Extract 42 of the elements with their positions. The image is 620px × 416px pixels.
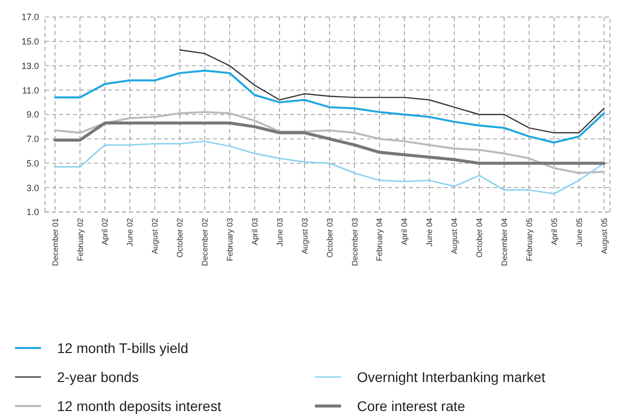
x-tick-label: February 02: [76, 217, 85, 262]
x-tick-label: October 03: [325, 217, 334, 258]
x-tick-label: August 04: [450, 217, 460, 254]
y-tick-label: 1.0: [26, 207, 39, 218]
x-tick-label: October 04: [475, 217, 484, 258]
x-tick-label: December 03: [350, 217, 360, 266]
x-tick-label: December 02: [200, 217, 210, 266]
x-tick-label: April 05: [550, 217, 559, 246]
x-tick-label: June 02: [126, 217, 135, 246]
y-tick-label: 13.0: [21, 60, 39, 71]
x-tick-label: October 02: [176, 217, 185, 258]
legend-label: 12 month T-bills yield: [57, 340, 188, 356]
x-tick-label: August 02: [150, 217, 160, 254]
y-tick-label: 17.0: [21, 12, 39, 22]
legend-label: 12 month deposits interest: [57, 398, 222, 414]
x-tick-label: April 02: [100, 217, 110, 246]
line-series: [54, 70, 605, 144]
legend-label: Overnight Interbanking market: [357, 368, 546, 385]
line-series: [54, 122, 606, 165]
x-tick-label: February 03: [225, 217, 234, 262]
legend-label: Core interest rate: [357, 398, 466, 414]
x-tick-label: December 01: [50, 217, 60, 266]
y-tick-label: 7.0: [26, 134, 39, 144]
y-tick-label: 11.0: [22, 85, 39, 96]
x-tick-label: February 05: [524, 217, 534, 262]
x-tick-label: August 03: [300, 217, 310, 254]
legend-label: 2-year bonds: [57, 368, 139, 385]
y-tick-label: 15.0: [21, 36, 39, 47]
y-tick-label: 5.0: [26, 158, 39, 168]
y-tick-label: 9.0: [26, 110, 39, 120]
x-tick-label: December 04: [500, 217, 509, 266]
x-tick-label: April 04: [400, 217, 410, 246]
x-tick-label: February 04: [375, 217, 384, 262]
line-series: [179, 49, 605, 134]
x-tick-label: April 03: [250, 217, 260, 246]
x-tick-label: June 05: [574, 217, 584, 246]
line-series: [54, 111, 605, 174]
y-tick-label: 3.0: [26, 182, 39, 193]
x-tick-label: June 04: [425, 217, 434, 246]
x-tick-label: August 05: [600, 217, 609, 254]
x-tick-label: June 03: [275, 217, 284, 246]
line-series: [54, 140, 605, 194]
